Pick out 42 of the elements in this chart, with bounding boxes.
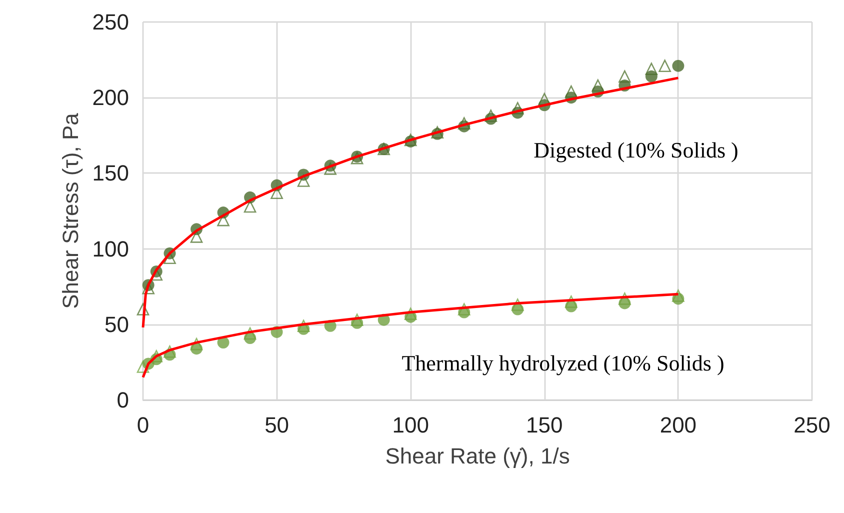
point — [512, 303, 524, 316]
y-tick-label: 50 — [104, 312, 129, 337]
y-tick-label: 0 — [116, 388, 129, 412]
point — [565, 300, 578, 312]
x-tick-label: 0 — [136, 412, 150, 438]
point — [618, 292, 631, 305]
x-tick-label: 250 — [794, 412, 830, 438]
point — [136, 303, 150, 316]
x-tick-label: 100 — [392, 412, 429, 438]
annotation: Thermally hydrolyzed (10% Solids ) — [402, 350, 724, 376]
x-tick-label: 50 — [264, 412, 290, 438]
point — [618, 70, 631, 83]
point — [645, 70, 658, 82]
point — [297, 320, 310, 332]
point — [672, 292, 684, 305]
point — [136, 360, 150, 373]
point — [645, 62, 658, 76]
point — [244, 332, 256, 344]
y-tick-label: 150 — [92, 160, 129, 186]
point — [511, 298, 524, 311]
point — [672, 60, 684, 72]
annotation: Digested (10% Solids ) — [534, 138, 738, 162]
x-tick-label: 200 — [660, 412, 697, 438]
point — [658, 60, 671, 72]
x-axis-title: Shear Rate (γ̇), 1/s — [385, 444, 570, 468]
point — [190, 338, 203, 350]
point — [244, 327, 256, 340]
y-tick-label: 250 — [92, 10, 129, 34]
point — [592, 79, 604, 92]
point — [565, 296, 578, 308]
point — [350, 314, 364, 326]
y-tick-label: 200 — [92, 85, 129, 110]
point — [672, 290, 684, 302]
y-tick-label: 100 — [92, 236, 129, 262]
point — [190, 342, 203, 355]
x-tick-label: 150 — [526, 412, 563, 438]
y-axis-title: Shear Stress (τ), Pa — [58, 112, 83, 309]
point — [404, 308, 417, 320]
point — [458, 303, 470, 316]
point — [565, 85, 578, 98]
point — [244, 200, 256, 213]
point — [618, 297, 631, 310]
